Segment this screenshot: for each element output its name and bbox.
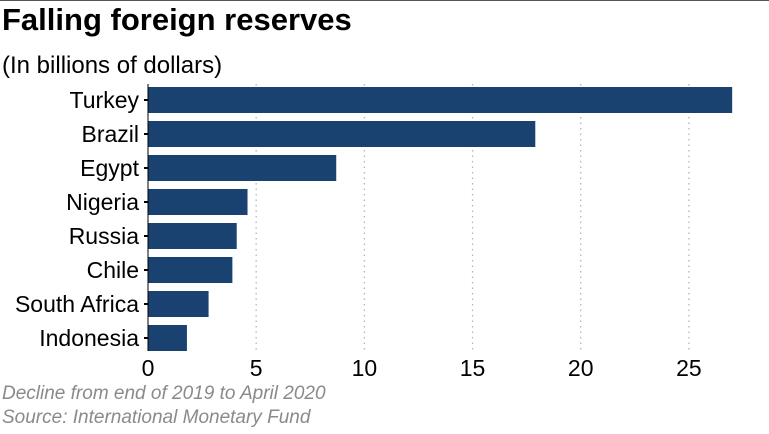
footnote-period: Decline from end of 2019 to April 2020 [2, 383, 326, 404]
bar-south-africa [148, 291, 209, 317]
category-label: Nigeria [66, 189, 139, 215]
top-rule [0, 0, 769, 1]
category-label: Brazil [81, 121, 139, 147]
category-label: Indonesia [39, 325, 139, 351]
bar-nigeria [148, 189, 248, 215]
x-tick-label: 10 [352, 355, 378, 381]
category-label: Russia [69, 223, 140, 249]
category-label: Egypt [80, 155, 139, 181]
x-tick-label: 20 [568, 355, 594, 381]
category-label: Turkey [70, 87, 140, 113]
bar-russia [148, 223, 237, 249]
x-tick-label: 5 [250, 355, 263, 381]
chart-title: Falling foreign reserves [2, 2, 352, 37]
category-label: Chile [87, 257, 139, 283]
bar-chile [148, 257, 233, 283]
bar-brazil [148, 121, 536, 147]
x-tick-label: 0 [142, 355, 155, 381]
bar-egypt [148, 155, 337, 181]
category-label: South Africa [15, 291, 139, 317]
footnote-source: Source: International Monetary Fund [2, 407, 311, 428]
chart-subtitle: (In billions of dollars) [2, 52, 223, 79]
bar-indonesia [148, 325, 187, 351]
x-tick-label: 25 [676, 355, 702, 381]
bar-turkey [148, 87, 733, 113]
x-tick-label: 15 [460, 355, 486, 381]
